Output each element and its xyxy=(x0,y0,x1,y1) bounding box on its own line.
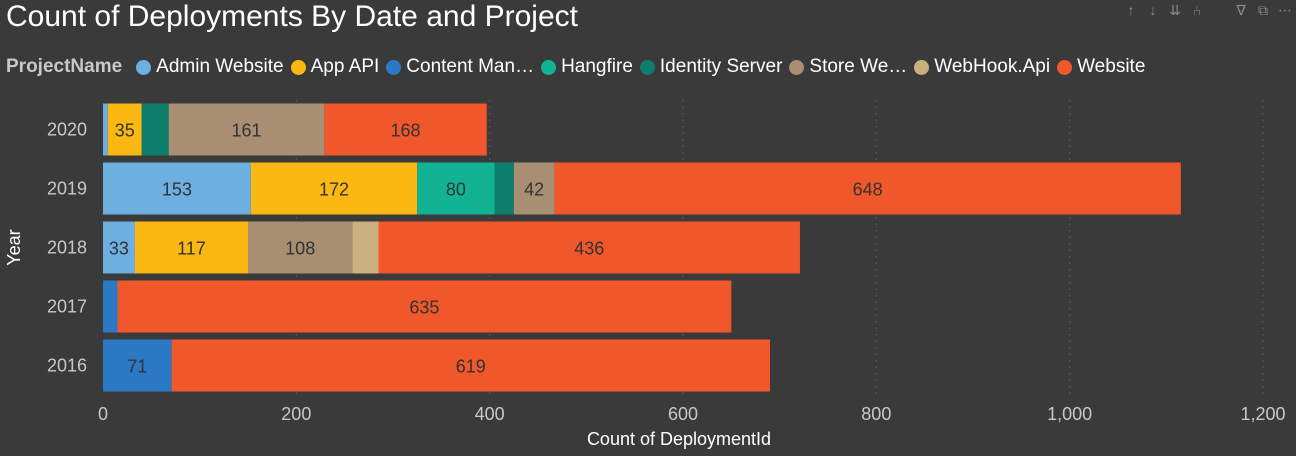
data-label: 117 xyxy=(177,239,206,259)
bar-segment[interactable] xyxy=(117,280,732,333)
bar-segment[interactable] xyxy=(378,221,800,274)
filter-icon[interactable]: ∇ xyxy=(1236,2,1246,18)
x-axis-title: Count of DeploymentId xyxy=(587,429,771,449)
legend-item[interactable]: Store We… xyxy=(789,56,907,78)
bar-segment[interactable] xyxy=(324,103,487,156)
x-tick-label: 0 xyxy=(98,404,108,424)
focus-mode-icon[interactable]: ⧉ xyxy=(1258,2,1268,18)
bar-segment[interactable] xyxy=(513,162,555,215)
data-label: 648 xyxy=(853,180,883,200)
bar-segment[interactable] xyxy=(103,103,108,156)
data-label: 168 xyxy=(391,121,421,141)
legend-label: Content Man… xyxy=(406,56,535,77)
bar-segment[interactable] xyxy=(171,339,771,392)
bar-segment[interactable] xyxy=(103,280,118,333)
legend-marker xyxy=(914,59,930,75)
bar-segment[interactable] xyxy=(134,221,248,274)
legend-item[interactable]: Admin Website xyxy=(136,56,284,78)
data-label: 619 xyxy=(456,357,486,377)
legend-label: Store We… xyxy=(809,56,908,77)
data-label: 42 xyxy=(524,180,544,200)
data-label: 436 xyxy=(574,239,604,259)
legend-title: ProjectName xyxy=(6,56,123,77)
legend-item[interactable]: WebHook.Api xyxy=(914,56,1050,78)
data-label: 35 xyxy=(115,121,135,141)
drill-up-icon[interactable]: ↑ xyxy=(1127,2,1135,18)
data-label: 108 xyxy=(285,239,315,259)
legend-marker xyxy=(1057,59,1073,75)
legend-item[interactable]: Identity Server xyxy=(639,56,783,78)
x-tick-label: 600 xyxy=(668,404,698,424)
data-label: 71 xyxy=(127,357,147,377)
more-options-icon[interactable]: ⋯ xyxy=(1278,2,1292,18)
legend-label: App API xyxy=(310,56,380,77)
bar-segment[interactable] xyxy=(494,162,514,215)
bar-segment[interactable] xyxy=(103,221,135,274)
bar-segment[interactable] xyxy=(103,339,172,392)
y-tick-label: 2017 xyxy=(47,297,87,317)
bar-segment[interactable] xyxy=(352,221,379,274)
data-label: 153 xyxy=(162,180,192,200)
legend-item[interactable]: App API xyxy=(290,56,380,78)
drill-down-icon[interactable]: ↓ xyxy=(1149,2,1157,18)
x-tick-label: 200 xyxy=(281,404,311,424)
legend: ProjectName Admin Website App API Content … xyxy=(6,56,1152,78)
data-label: 33 xyxy=(109,239,129,259)
x-tick-label: 1,000 xyxy=(1047,404,1092,424)
data-label: 172 xyxy=(319,180,349,200)
x-tick-label: 1,200 xyxy=(1240,404,1285,424)
bar-segment[interactable] xyxy=(417,162,495,215)
x-tick-label: 800 xyxy=(861,404,891,424)
legend-marker xyxy=(541,59,557,75)
bar-segment[interactable] xyxy=(554,162,1181,215)
x-tick-label: 400 xyxy=(475,404,505,424)
legend-label: Identity Server xyxy=(659,56,783,77)
bar-segment[interactable] xyxy=(248,221,353,274)
data-label: 80 xyxy=(446,180,466,200)
legend-item[interactable]: Website xyxy=(1057,56,1145,78)
y-tick-label: 2019 xyxy=(47,179,87,199)
legend-label: Admin Website xyxy=(156,56,284,77)
bar-segment[interactable] xyxy=(168,103,325,156)
data-label: 161 xyxy=(232,121,262,141)
expand-hierarchy-icon[interactable]: ⑃ xyxy=(1192,2,1202,18)
chart-title: Count of Deployments By Date and Project xyxy=(6,0,578,33)
legend-marker xyxy=(639,59,655,75)
legend-item[interactable]: Hangfire xyxy=(541,56,633,78)
bar-segment[interactable] xyxy=(250,162,418,215)
legend-marker xyxy=(386,59,402,75)
legend-item[interactable]: Content Man… xyxy=(386,56,534,78)
expand-all-icon[interactable]: ⇊ xyxy=(1169,2,1181,18)
bar-segment[interactable] xyxy=(141,103,169,156)
legend-marker xyxy=(136,59,152,75)
visual-header-toolbar: ↑ ↓ ⇊ ⑃ ∇ ⧉ ⋯ xyxy=(1124,2,1293,18)
legend-label: Website xyxy=(1077,56,1146,77)
y-tick-label: 2020 xyxy=(47,120,87,140)
data-label: 635 xyxy=(409,298,439,318)
bar-segment[interactable] xyxy=(103,162,251,215)
legend-marker xyxy=(290,59,306,75)
legend-label: Hangfire xyxy=(561,56,633,77)
legend-marker xyxy=(789,59,805,75)
y-axis-title: Year xyxy=(4,229,24,265)
y-tick-label: 2016 xyxy=(47,356,87,376)
bar-segment[interactable] xyxy=(107,103,142,156)
y-tick-label: 2018 xyxy=(47,238,87,258)
legend-label: WebHook.Api xyxy=(934,56,1051,77)
